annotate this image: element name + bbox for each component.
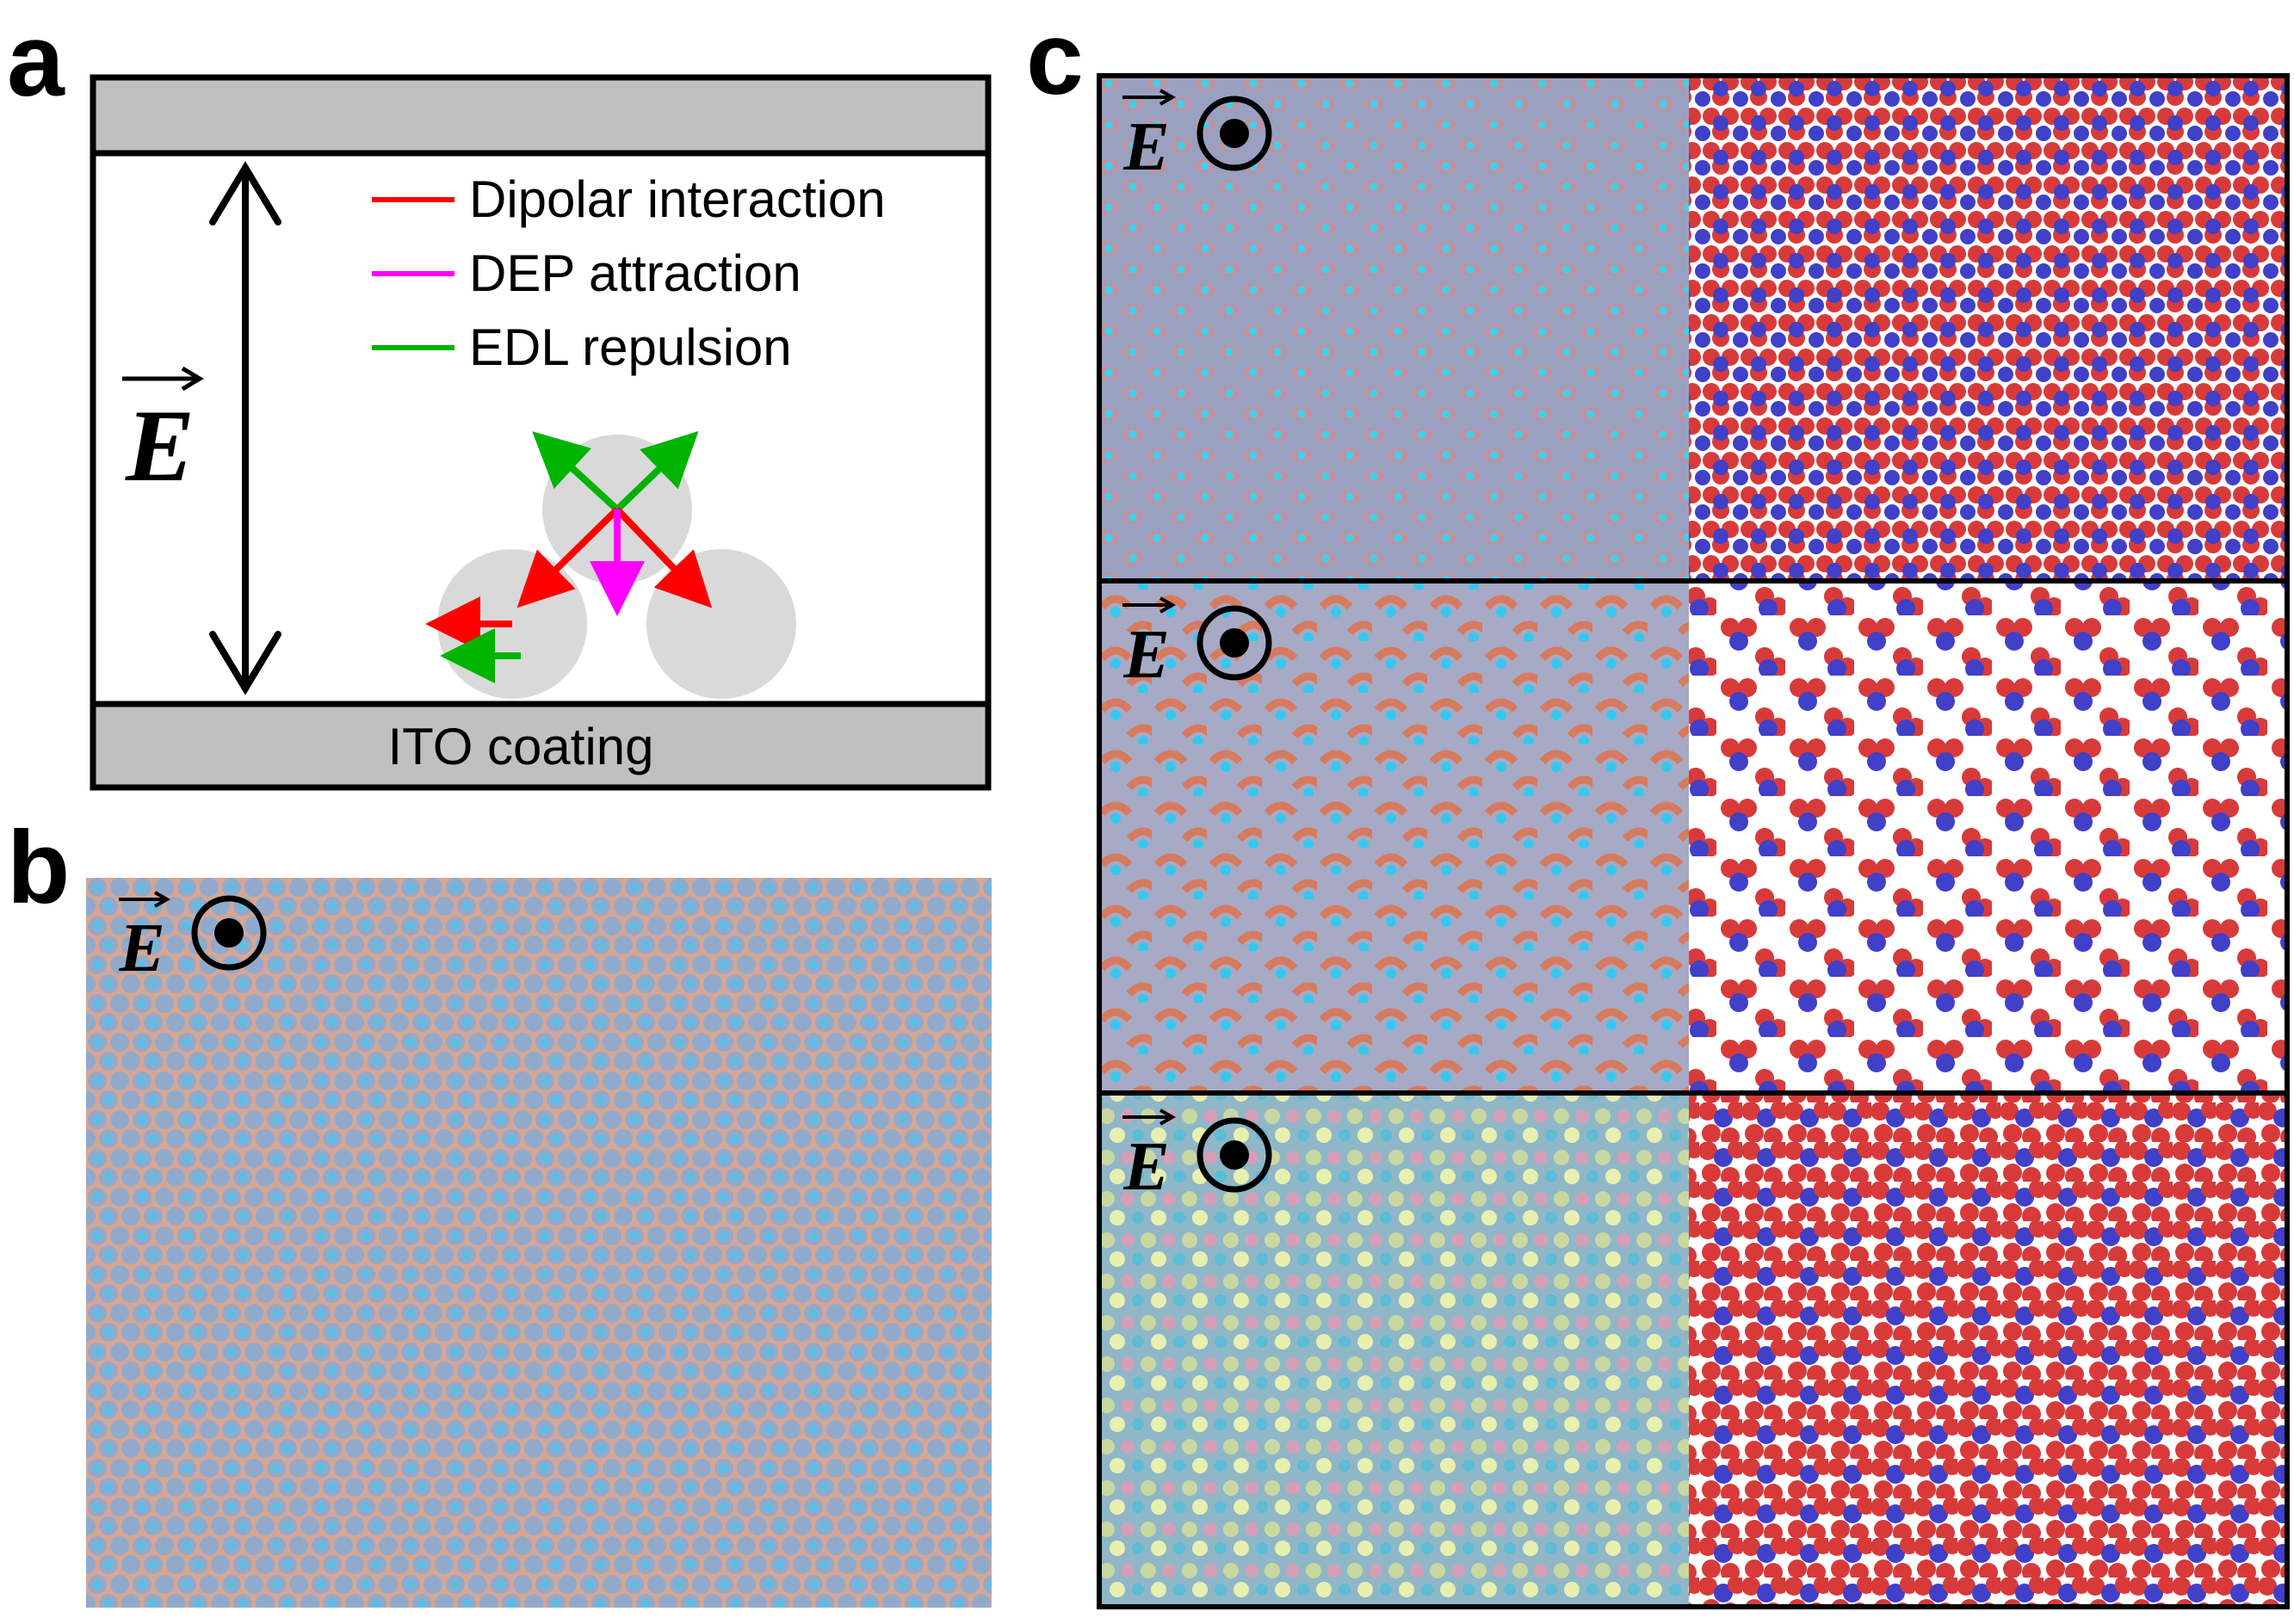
svg-text:E: E <box>1122 1129 1169 1205</box>
svg-text:E: E <box>118 911 164 986</box>
bottom-plate <box>90 701 992 791</box>
bottom-plate-label: ITO coating <box>387 718 653 775</box>
c-row2-microscopy <box>1097 581 1689 1093</box>
legend-edl: EDL repulsion <box>469 318 792 376</box>
panel-b-letter: b <box>7 810 71 925</box>
svg-text:E: E <box>125 388 195 503</box>
c-row3-simulation <box>1689 1093 2290 1609</box>
svg-text:E: E <box>1122 617 1169 693</box>
legend: Dipolar interaction DEP attraction EDL r… <box>372 170 886 376</box>
c-row3-microscopy <box>1097 1093 1689 1609</box>
legend-dep: DEP attraction <box>469 244 801 302</box>
legend-dipolar: Dipolar interaction <box>469 170 886 228</box>
force-arrows <box>425 430 713 683</box>
panel-b-microscopy: E <box>86 878 992 1608</box>
c-row1-microscopy <box>1097 73 1689 581</box>
panel-c-letter: c <box>1026 1 1084 116</box>
panel-a-schematic: ITO coating E Dipolar interaction DEP at… <box>90 74 992 791</box>
svg-text:E: E <box>1122 109 1169 185</box>
panel-c-grid: E E E <box>1097 73 2290 1609</box>
panel-a-letter: a <box>7 3 65 118</box>
c-row2-field-indicator: E <box>1122 596 1272 693</box>
top-plate <box>90 74 992 157</box>
out-of-plane-symbol <box>191 895 267 971</box>
c-row2-simulation <box>1689 581 2290 1093</box>
field-vector-label: E <box>122 366 204 503</box>
c-row1-field-indicator: E <box>1122 89 1272 185</box>
field-double-arrow <box>209 161 281 695</box>
panel-b-field-indicator: E <box>118 891 267 986</box>
c-row3-field-indicator: E <box>1122 1108 1272 1205</box>
c-row1-simulation <box>1689 73 2290 581</box>
